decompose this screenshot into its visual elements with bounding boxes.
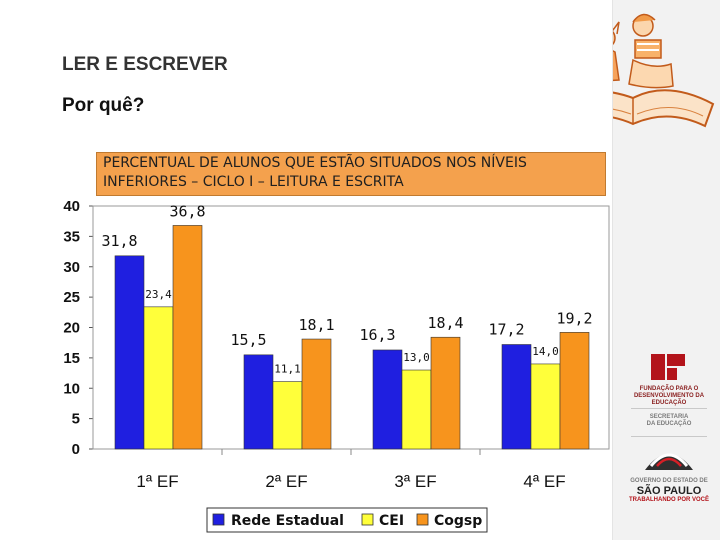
- bar: [272, 381, 303, 450]
- data-label: 15,5: [230, 331, 266, 349]
- legend-label: CEI: [379, 513, 404, 529]
- book-illustration: [613, 13, 715, 128]
- y-tick-label: 10: [63, 380, 80, 397]
- fde-logo-line2: DESENVOLVIMENTO DA: [633, 393, 705, 399]
- fde-logo-line1: FUNDAÇÃO PARA O: [639, 386, 699, 392]
- legend: Rede Estadual CEI Cogsp: [206, 507, 488, 533]
- bar: [243, 354, 274, 450]
- y-tick-label: 40: [63, 198, 80, 215]
- y-tick-label: 30: [63, 259, 80, 276]
- governo-logo: GOVERNO DO ESTADO DE SÃO PAULO TRABALHAN…: [623, 444, 715, 504]
- sidebar-divider: [631, 436, 707, 437]
- x-tick-label: 2ª EF: [265, 472, 307, 491]
- y-tick-label: 35: [63, 228, 80, 245]
- bar: [530, 363, 561, 450]
- bar: [372, 349, 403, 450]
- bar: [172, 225, 203, 450]
- bar: [430, 336, 461, 450]
- legend-label: Rede Estadual: [231, 513, 344, 529]
- bar: [143, 306, 174, 450]
- y-tick-label: 15: [63, 350, 80, 367]
- bar: [114, 255, 145, 450]
- data-label: 13,0: [403, 351, 430, 364]
- y-tick-label: 0: [72, 441, 80, 458]
- x-tick-label: 4ª EF: [523, 472, 565, 491]
- sidebar-divider: [631, 408, 707, 409]
- y-tick-label: 25: [63, 289, 80, 306]
- data-label: 36,8: [169, 202, 205, 220]
- legend-label: Cogsp: [434, 513, 482, 529]
- x-tick-label: 3ª EF: [394, 472, 436, 491]
- sidebar: FUNDAÇÃO PARA O DESENVOLVIMENTO DA EDUCA…: [612, 0, 720, 540]
- slide-title: LER E ESCREVER: [62, 54, 228, 75]
- bar: [301, 338, 332, 450]
- data-label: 19,2: [556, 309, 592, 327]
- y-axis: 0 5 10 15 20 25 30 35 40: [63, 198, 93, 458]
- legend-box: [206, 507, 488, 533]
- governo-line2: SÃO PAULO: [636, 485, 702, 497]
- x-tick-label: 1ª EF: [136, 472, 178, 491]
- y-tick-label: 5: [72, 411, 80, 428]
- chart-header: PERCENTUAL DE ALUNOS QUE ESTÃO SITUADOS …: [96, 152, 606, 196]
- secretaria-line1: SECRETARIA: [649, 414, 689, 420]
- data-label: 18,4: [427, 314, 463, 332]
- governo-line1: GOVERNO DO ESTADO DE: [630, 478, 708, 484]
- legend-swatch: [361, 513, 374, 526]
- bar: [401, 369, 432, 450]
- governo-line3: TRABALHANDO POR VOCÊ: [628, 497, 709, 503]
- data-label: 18,1: [298, 316, 334, 334]
- data-label: 11,1: [274, 363, 301, 376]
- slide-subtitle: Por quê?: [62, 95, 145, 116]
- legend-swatch: [212, 513, 225, 526]
- fde-logo: FUNDAÇÃO PARA O DESENVOLVIMENTO DA EDUCA…: [623, 352, 715, 407]
- data-label: 16,3: [359, 326, 395, 344]
- data-label: 23,4: [145, 288, 172, 301]
- data-label: 31,8: [101, 232, 137, 250]
- bar: [559, 332, 590, 450]
- x-axis: 1ª EF 2ª EF 3ª EF 4ª EF: [136, 449, 566, 491]
- y-tick-label: 20: [63, 320, 80, 337]
- fde-logo-mark: [651, 354, 685, 380]
- legend-swatch: [416, 513, 429, 526]
- reading-children-illustration: [613, 13, 715, 128]
- fde-logo-line3: EDUCAÇÃO: [651, 400, 687, 406]
- secretaria-line2: DA EDUCAÇÃO: [646, 421, 692, 427]
- data-label: 14,0: [532, 345, 559, 358]
- secretaria-label: SECRETARIA DA EDUCAÇÃO: [623, 414, 715, 428]
- data-label: 17,2: [488, 321, 524, 339]
- bar: [501, 344, 532, 450]
- plot-area: 31,8 23,4 36,8 15,5 11,1 18,1 16,3 13,0 18,4 17,2…: [92, 202, 610, 450]
- sao-paulo-flag-icon: [645, 453, 693, 470]
